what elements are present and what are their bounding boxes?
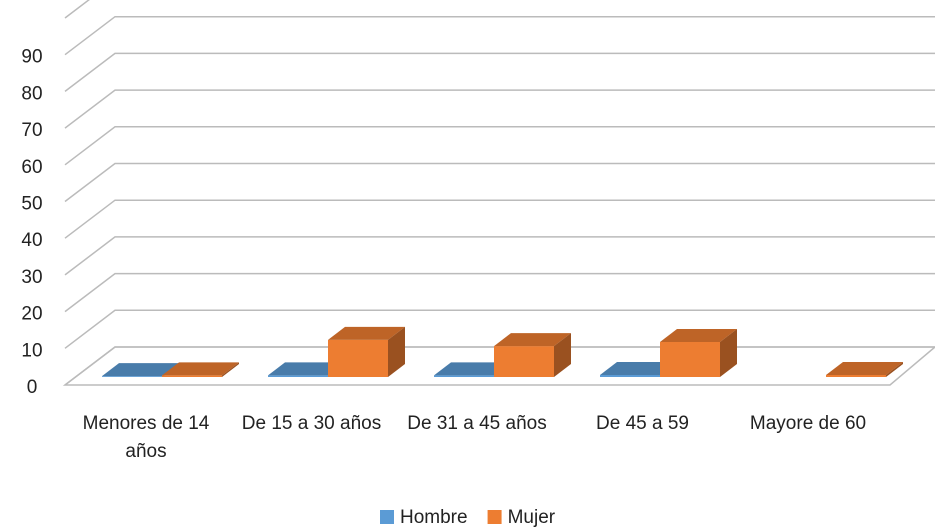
grid-line bbox=[64, 199, 935, 239]
grid-line bbox=[64, 236, 935, 276]
bar-front bbox=[826, 374, 886, 377]
bar bbox=[494, 333, 571, 377]
bar bbox=[328, 326, 405, 377]
bar bbox=[826, 361, 903, 377]
bar bbox=[660, 328, 737, 377]
bar-side bbox=[554, 333, 571, 377]
bar-top bbox=[826, 361, 903, 375]
y-tick-label: 70 bbox=[21, 120, 42, 141]
y-tick-label: 30 bbox=[21, 267, 42, 288]
bar-side bbox=[720, 328, 737, 377]
bar-front bbox=[328, 339, 388, 377]
bar-side bbox=[886, 361, 903, 377]
y-tick-label: 80 bbox=[21, 83, 42, 104]
x-tick-label: Mayore de 60 bbox=[750, 413, 866, 434]
grid-line bbox=[64, 162, 935, 203]
bar-front bbox=[660, 341, 720, 377]
grid-line bbox=[64, 126, 935, 166]
bar-front bbox=[162, 375, 222, 377]
x-tick-label: De 45 a 59 bbox=[596, 413, 689, 434]
grid-line bbox=[64, 89, 935, 129]
legend-swatch bbox=[487, 510, 502, 524]
bar-top bbox=[600, 361, 677, 375]
bar-front bbox=[434, 375, 494, 377]
grid-line bbox=[64, 52, 935, 92]
grid-line bbox=[64, 15, 935, 56]
bar-top bbox=[102, 363, 179, 377]
bar-front bbox=[494, 346, 554, 377]
bar-top bbox=[494, 333, 571, 347]
y-tick-label: 10 bbox=[21, 340, 42, 361]
y-tick-label: 20 bbox=[21, 304, 42, 325]
bar-side bbox=[388, 326, 405, 377]
x-tick-label: De 31 a 45 años bbox=[407, 413, 546, 434]
grid-line bbox=[64, 272, 935, 313]
bar-top bbox=[268, 362, 345, 376]
y-tick-label: 60 bbox=[21, 157, 42, 178]
y-tick-label: 40 bbox=[21, 230, 42, 251]
bar-front bbox=[102, 376, 162, 377]
bar-front bbox=[268, 375, 328, 377]
legend-label: Mujer bbox=[508, 507, 556, 528]
bar-top bbox=[434, 362, 511, 376]
y-tick-label: 90 bbox=[21, 47, 42, 68]
bar-top bbox=[660, 328, 737, 342]
legend-swatch bbox=[380, 510, 394, 524]
legend-label: Hombre bbox=[400, 507, 468, 528]
bar-top bbox=[328, 326, 405, 340]
y-tick-label: 50 bbox=[21, 194, 42, 215]
bar-top bbox=[162, 362, 239, 376]
grid-line bbox=[64, 309, 935, 349]
x-tick-label: Menores de 14 años bbox=[83, 413, 210, 462]
grid-line bbox=[64, 0, 90, 19]
y-tick-label: 0 bbox=[27, 377, 38, 398]
bar bbox=[162, 362, 239, 377]
bar-side bbox=[222, 362, 239, 377]
x-tick-label: De 15 a 30 años bbox=[242, 413, 381, 434]
bar-front bbox=[600, 374, 660, 377]
